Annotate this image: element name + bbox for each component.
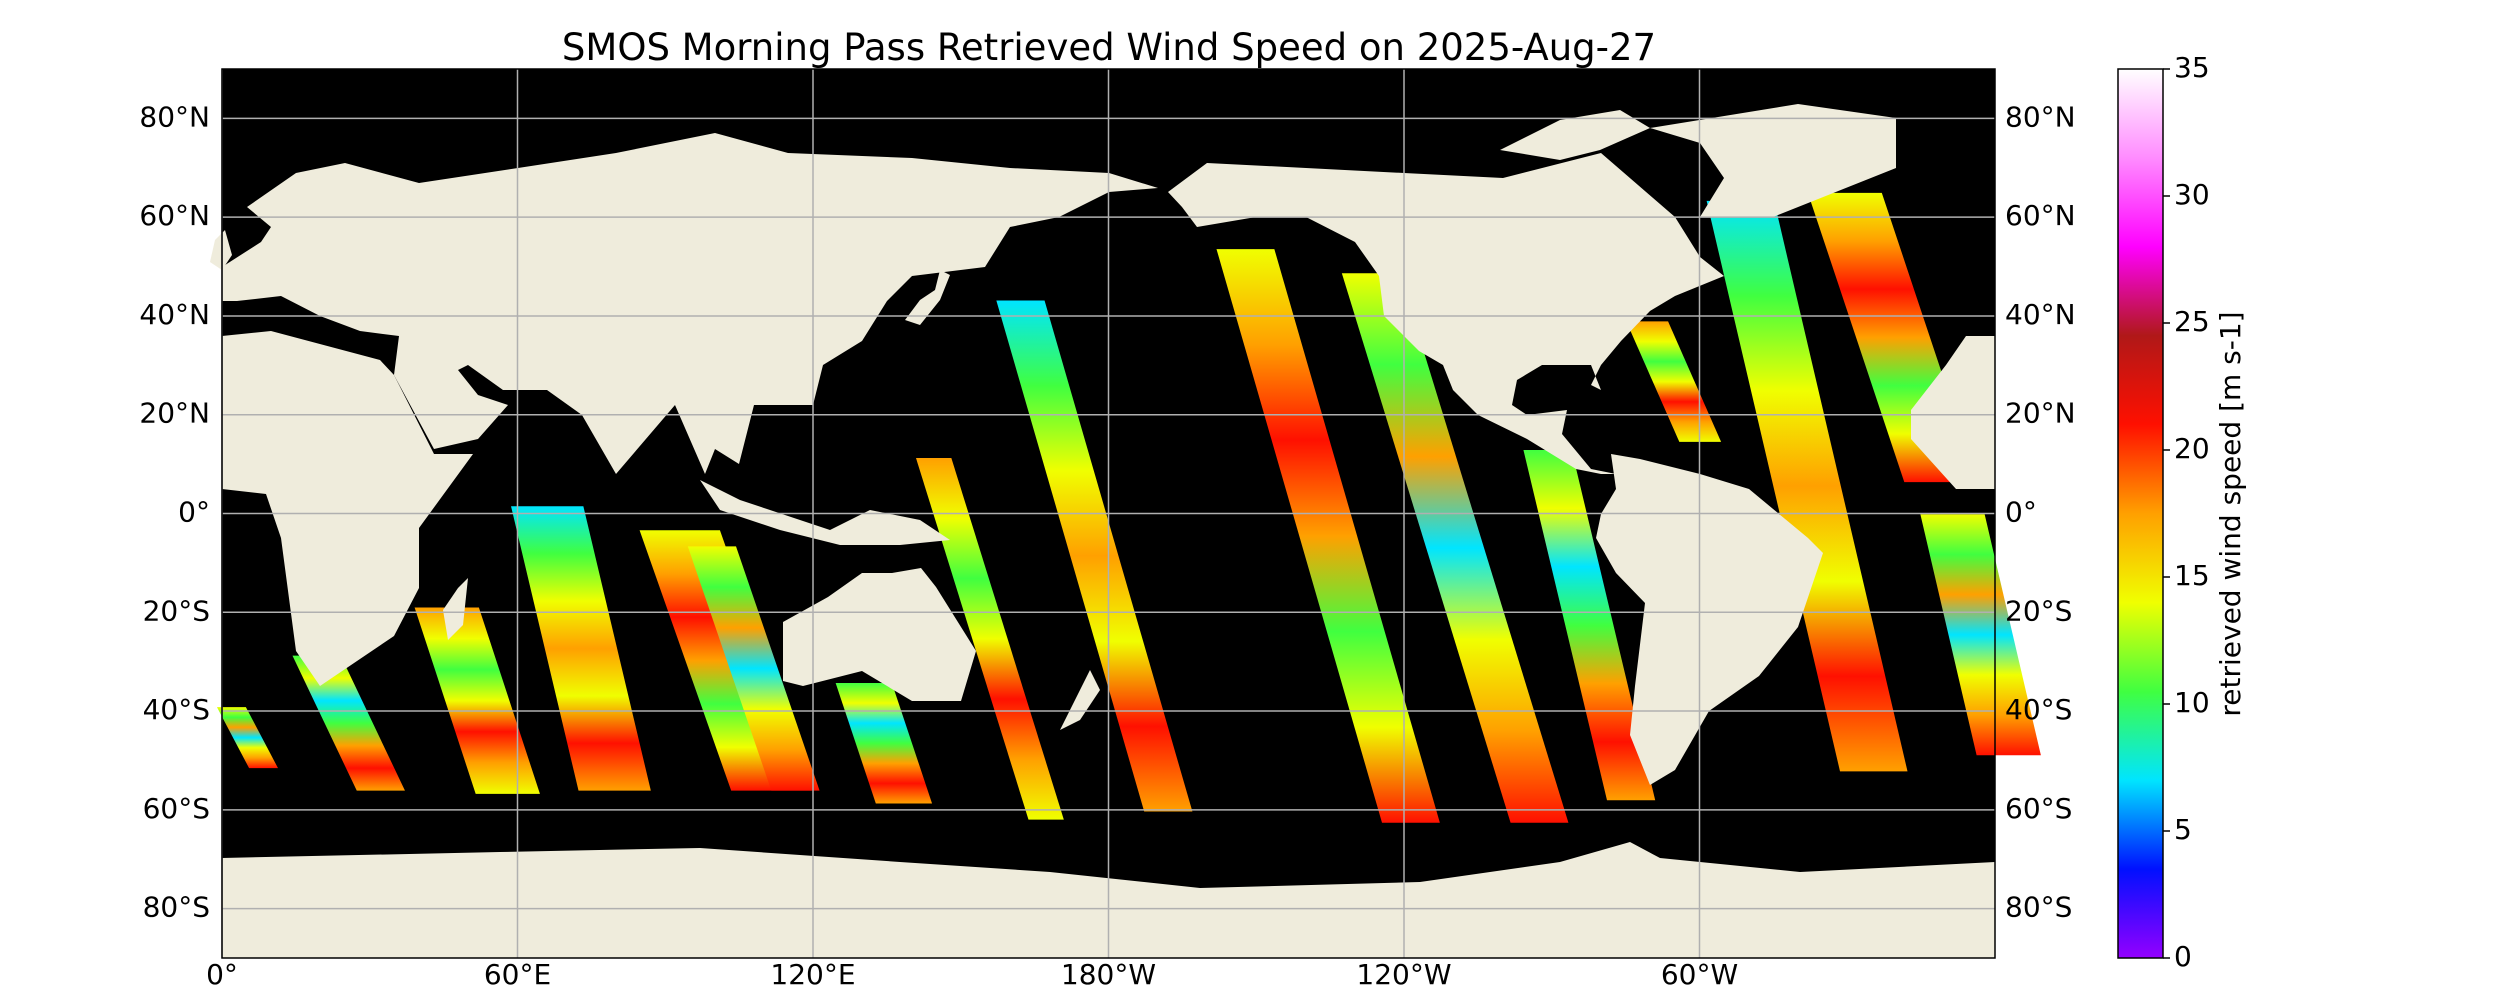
wind-swath (1706, 200, 1908, 772)
swath-layer (216, 192, 2041, 823)
map-frame (221, 68, 1996, 959)
wind-swath (1920, 514, 2041, 756)
colorbar-tick-label: 0 (2174, 940, 2192, 973)
lon-label: 120°E (770, 958, 855, 991)
lat-label-left: 60°S (143, 792, 210, 825)
wind-swath (835, 682, 933, 804)
label-layer: 80°N 80°N 60°N 60°N 40°N 40°N 20°N 20°N 0° 0° 20°S… (139, 51, 2209, 991)
lat-label-left: 80°N (139, 100, 210, 133)
lon-label: 60°E (484, 958, 551, 991)
eurasia (222, 133, 1158, 474)
colorbar-tick-label: 10 (2174, 686, 2210, 719)
north-america (1168, 153, 1724, 474)
colorbar (2117, 68, 2164, 959)
lat-label-right: 40°N (2005, 298, 2076, 331)
australia (783, 568, 976, 701)
south-america (1596, 454, 1823, 785)
africa-west (1911, 336, 1995, 489)
colorbar-tick-label: 15 (2174, 559, 2210, 592)
colorbar-tick-label: 30 (2174, 178, 2210, 211)
lat-label-left: 20°S (143, 594, 210, 627)
new-zealand (1060, 670, 1100, 730)
lon-label: 120°W (1356, 958, 1451, 991)
land-layer (210, 104, 1995, 958)
map-title: SMOS Morning Pass Retrieved Wind Speed o… (562, 26, 1656, 69)
wind-swath (414, 607, 540, 794)
lat-label-left: 40°N (139, 298, 210, 331)
lat-label-left: 20°N (139, 397, 210, 430)
greenland (1650, 104, 1896, 217)
wind-swath (1216, 249, 1440, 823)
japan (905, 270, 950, 325)
colorbar-tick-label: 5 (2174, 813, 2192, 846)
wind-swath (1341, 273, 1569, 823)
colorbar-tick-label: 25 (2174, 305, 2210, 338)
colorbar-label: retrieved wind speed [m s-1] (2214, 311, 2247, 716)
madagascar (443, 578, 468, 640)
wind-swath (687, 546, 820, 791)
wind-swath (915, 457, 1064, 820)
wind-swath (511, 506, 651, 791)
wind-swath (996, 300, 1193, 812)
lat-label-left: 0° (178, 496, 210, 529)
lon-label: 180°W (1061, 958, 1156, 991)
lat-label-right: 60°S (2005, 792, 2072, 825)
lat-label-right: 80°N (2005, 100, 2076, 133)
lat-label-right: 0° (2005, 496, 2037, 529)
grid-layer (221, 69, 1995, 958)
britain (210, 230, 232, 270)
wind-swath (1626, 321, 1722, 442)
indonesia (700, 480, 950, 545)
colorbar-tick-label: 35 (2174, 51, 2210, 84)
lat-label-left: 40°S (143, 693, 210, 726)
lat-label-right: 40°S (2005, 693, 2072, 726)
lat-label-left: 80°S (143, 891, 210, 924)
lat-label-right: 20°S (2005, 594, 2072, 627)
wind-swath (292, 655, 405, 791)
lat-label-right: 20°N (2005, 397, 2076, 430)
colorbar-tick-label: 20 (2174, 432, 2210, 465)
wind-swath (216, 707, 279, 769)
lon-label: 0° (206, 958, 238, 991)
lat-label-right: 80°S (2005, 891, 2072, 924)
africa (222, 331, 473, 686)
arctic-islands (1500, 110, 1650, 160)
wind-swath (1523, 449, 1656, 801)
lat-label-left: 60°N (139, 199, 210, 232)
lon-label: 60°W (1661, 958, 1738, 991)
lat-label-right: 60°N (2005, 199, 2076, 232)
